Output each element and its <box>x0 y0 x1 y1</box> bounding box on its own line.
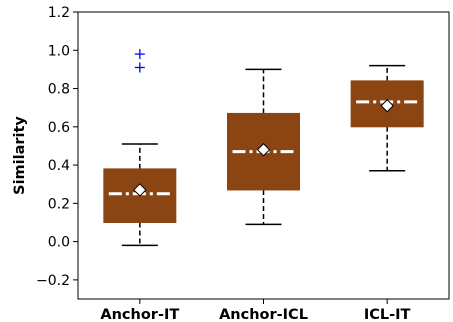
y-tick-label: 0.2 <box>48 196 70 212</box>
y-axis-title: Similarity <box>12 116 28 195</box>
boxes-layer <box>103 49 424 247</box>
box-group <box>103 49 177 247</box>
y-axis: −0.2 0.0 0.2 0.4 0.6 0.8 1.0 1.2 <box>36 5 78 289</box>
x-axis: Anchor-IT Anchor-ICL ICL-IT <box>100 299 411 322</box>
box-group <box>227 68 300 226</box>
mean-marker <box>380 99 394 113</box>
box-group <box>350 64 424 172</box>
x-tick-label: ICL-IT <box>364 307 411 322</box>
y-tick-label: 0.8 <box>48 82 70 98</box>
y-tick-label: −0.2 <box>36 273 70 289</box>
y-tick-label: 1.2 <box>48 5 70 21</box>
x-tick-label: Anchor-IT <box>100 307 179 322</box>
y-tick-label: 0.4 <box>48 158 70 174</box>
mean-marker <box>133 183 147 197</box>
outlier-point <box>134 62 145 73</box>
plot-frame <box>77 11 450 300</box>
x-tick-label: Anchor-ICL <box>219 307 308 322</box>
y-tick-label: 0.0 <box>48 235 70 251</box>
y-tick-label: 0.6 <box>48 120 70 136</box>
outlier-point <box>134 49 145 60</box>
mean-marker <box>256 143 271 157</box>
y-tick-label: 1.0 <box>48 43 70 59</box>
